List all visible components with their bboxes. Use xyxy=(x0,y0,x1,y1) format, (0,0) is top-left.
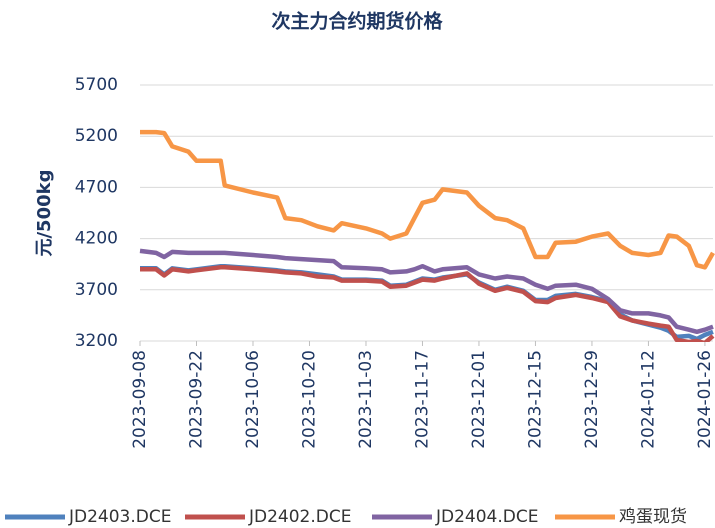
series-line xyxy=(140,263,714,342)
series-line xyxy=(140,265,715,342)
y-tick-label: 4200 xyxy=(75,229,118,249)
y-tick-label: 5200 xyxy=(75,126,118,146)
y-tick-label: 3700 xyxy=(75,280,118,300)
x-tick-label: 2023-09-22 xyxy=(186,350,206,449)
y-tick-label: 5700 xyxy=(75,75,118,95)
legend-label: JD2403.DCE xyxy=(68,507,171,527)
x-tick-label: 2023-12-15 xyxy=(525,350,545,449)
x-tick-label: 2023-11-03 xyxy=(356,350,376,449)
x-tick-label: 2023-12-01 xyxy=(469,350,489,449)
x-tick-label: 2023-11-17 xyxy=(412,350,432,449)
y-tick-label: 4700 xyxy=(75,177,118,197)
legend-label: JD2404.DCE xyxy=(435,507,538,527)
x-tick-label: 2023-10-20 xyxy=(299,350,319,449)
x-tick-label: 2024-01-26 xyxy=(695,350,715,449)
y-axis-label: 元/500kg xyxy=(34,169,55,256)
x-tick-label: 2023-09-08 xyxy=(130,350,150,449)
chart-title: 次主力合约期货价格 xyxy=(271,10,443,33)
y-tick-label: 3200 xyxy=(75,331,118,351)
series-line xyxy=(139,248,714,335)
x-tick-label: 2023-12-29 xyxy=(582,350,602,449)
legend-label: JD2402.DCE xyxy=(248,507,351,527)
x-tick-label: 2023-10-06 xyxy=(243,350,263,449)
legend-label: 鸡蛋现货 xyxy=(619,507,687,527)
x-tick-label: 2024-01-12 xyxy=(638,350,658,449)
series-line xyxy=(140,129,715,270)
